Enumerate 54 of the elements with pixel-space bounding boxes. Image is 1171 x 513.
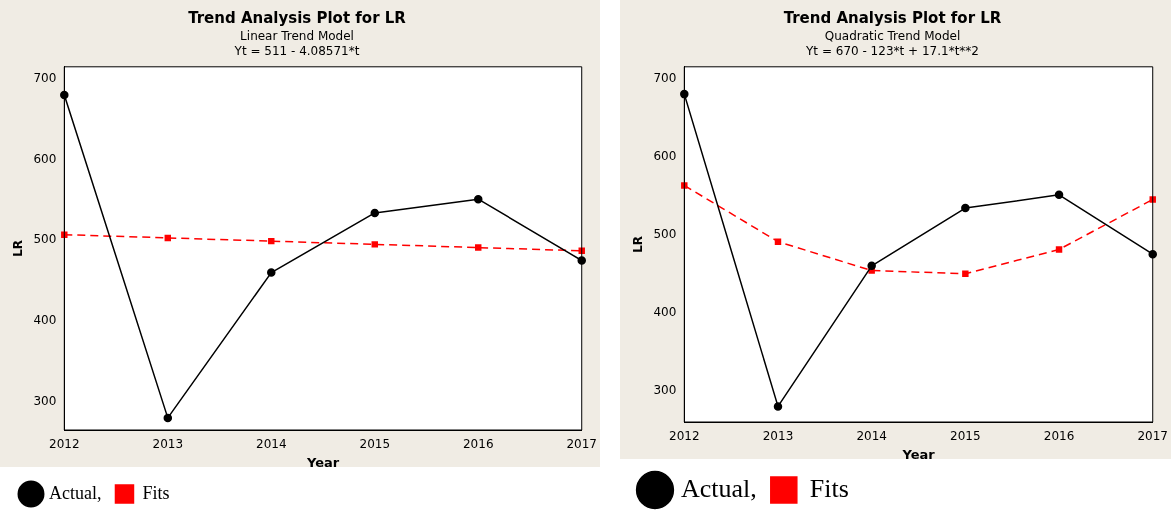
point bbox=[1149, 196, 1156, 203]
y-axis-title: LR bbox=[11, 239, 26, 257]
y-tick-label: 300 bbox=[33, 393, 57, 408]
x-tick-label: 2012 bbox=[49, 437, 80, 452]
y-tick-label: 500 bbox=[653, 226, 677, 241]
x-tick-label: 2013 bbox=[152, 437, 184, 452]
point bbox=[163, 413, 173, 423]
x-tick-label: 2017 bbox=[1137, 429, 1168, 444]
y-axis-title: LR bbox=[631, 235, 646, 253]
point bbox=[61, 231, 68, 238]
point bbox=[1054, 190, 1064, 200]
x-tick-label: 2013 bbox=[762, 429, 794, 444]
x-tick-label: 2016 bbox=[462, 437, 494, 452]
y-tick-label: 300 bbox=[653, 382, 677, 397]
point bbox=[774, 238, 782, 245]
point bbox=[371, 241, 378, 248]
y-tick-label: 600 bbox=[33, 151, 57, 166]
legend-label: Fits bbox=[809, 473, 849, 503]
point bbox=[370, 208, 380, 218]
point bbox=[164, 234, 172, 242]
point bbox=[681, 182, 688, 189]
x-tick-label: 2014 bbox=[856, 429, 887, 444]
point bbox=[1055, 246, 1063, 253]
x-axis-title: Year bbox=[901, 446, 936, 462]
x-tick-label: 2015 bbox=[950, 429, 981, 444]
x-axis-title: Year bbox=[305, 454, 340, 470]
point bbox=[268, 237, 275, 245]
text: Yt = 511 - 4.08571*t bbox=[233, 43, 360, 58]
legend-label: Fits bbox=[142, 482, 170, 503]
x-tick-label: 2015 bbox=[359, 437, 391, 452]
point bbox=[474, 194, 483, 204]
chart-title: Trend Analysis Plot for LR bbox=[188, 8, 407, 27]
chart-subtitle: Linear Trend Model bbox=[240, 29, 354, 44]
legend-label: Actual, bbox=[681, 473, 757, 503]
y-tick-label: 600 bbox=[653, 148, 677, 163]
y-tick-label: 700 bbox=[33, 71, 57, 86]
y-tick-label: 400 bbox=[33, 313, 57, 328]
point bbox=[867, 261, 876, 271]
x-tick-label: 2017 bbox=[566, 437, 597, 452]
point bbox=[961, 203, 970, 213]
chart-subtitle: Quadratic Trend Model bbox=[824, 29, 961, 44]
text: Yt = 670 - 123*t + 17.1*t**2 bbox=[805, 43, 979, 58]
x-tick-label: 2014 bbox=[256, 437, 287, 452]
y-tick-label: 400 bbox=[653, 304, 677, 319]
chart-title: Trend Analysis Plot for LR bbox=[783, 8, 1002, 27]
legend-label: Actual, bbox=[49, 482, 102, 503]
point bbox=[962, 270, 969, 277]
x-tick-label: 2016 bbox=[1043, 429, 1075, 444]
point bbox=[475, 244, 482, 251]
y-tick-label: 500 bbox=[33, 232, 57, 247]
point bbox=[773, 402, 783, 411]
y-tick-label: 700 bbox=[653, 70, 677, 85]
point bbox=[267, 268, 276, 277]
x-tick-label: 2012 bbox=[669, 429, 700, 444]
